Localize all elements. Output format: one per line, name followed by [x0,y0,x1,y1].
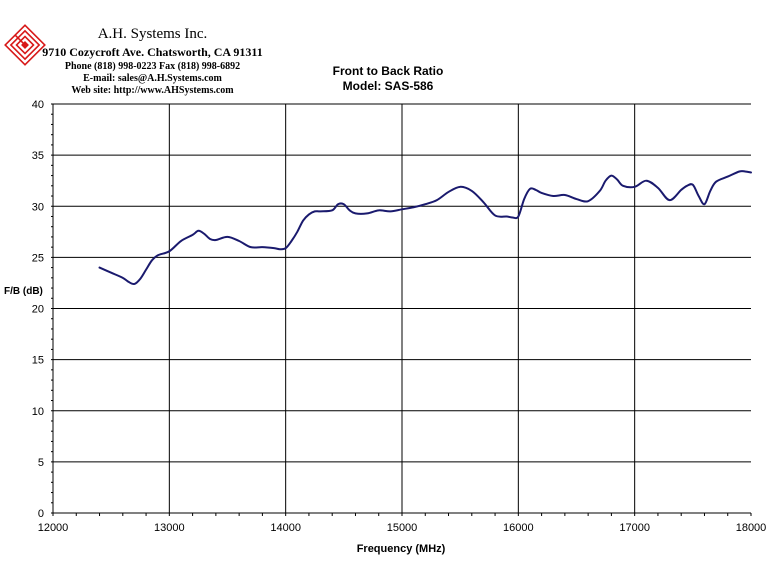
y-tick-label: 20 [32,304,44,316]
grid-lines [53,103,751,513]
x-tick-label: 14000 [270,522,301,534]
y-tick-label: 35 [32,150,44,162]
chart-title: Front to Back Ratio [332,64,444,78]
x-tick-label: 13000 [154,522,185,534]
tick-labels: 0 5 10 15 20 25 30 35 40 12000 13000 14000 15000 1600… [32,99,767,534]
company-website: Web site: http://www.AHSystems.com [71,85,234,96]
series-layer [98,170,752,286]
y-tick-label: 0 [38,508,44,520]
x-tick-label: 16000 [503,522,534,534]
y-tick-label: 15 [32,355,44,367]
x-tick-label: 17000 [619,522,650,534]
axes [51,103,752,516]
company-phone: Phone (818) 998-0223 Fax (818) 998-6892 [64,61,241,72]
company-name: A.H. Systems Inc. [97,26,208,42]
company-address: 9710 Cozycroft Ave. Chatsworth, CA 91311 [42,45,263,59]
x-axis-label: Frequency (MHz) [357,543,446,555]
x-tick-label: 18000 [736,522,767,534]
chart-subtitle: Model: SAS-586 [342,79,434,93]
y-tick-label: 10 [32,406,44,418]
company-email: E-mail: sales@A.H.Systems.com [83,73,222,84]
series-line [98,170,752,286]
x-tick-label: 15000 [387,522,418,534]
y-tick-label: 40 [32,99,44,111]
y-tick-label: 5 [38,457,44,469]
x-tick-label: 12000 [38,522,69,534]
y-tick-label: 25 [32,252,44,264]
ah-systems-logo [4,24,46,66]
y-axis-label: F/B (dB) [4,286,43,297]
y-tick-label: 30 [32,201,44,213]
